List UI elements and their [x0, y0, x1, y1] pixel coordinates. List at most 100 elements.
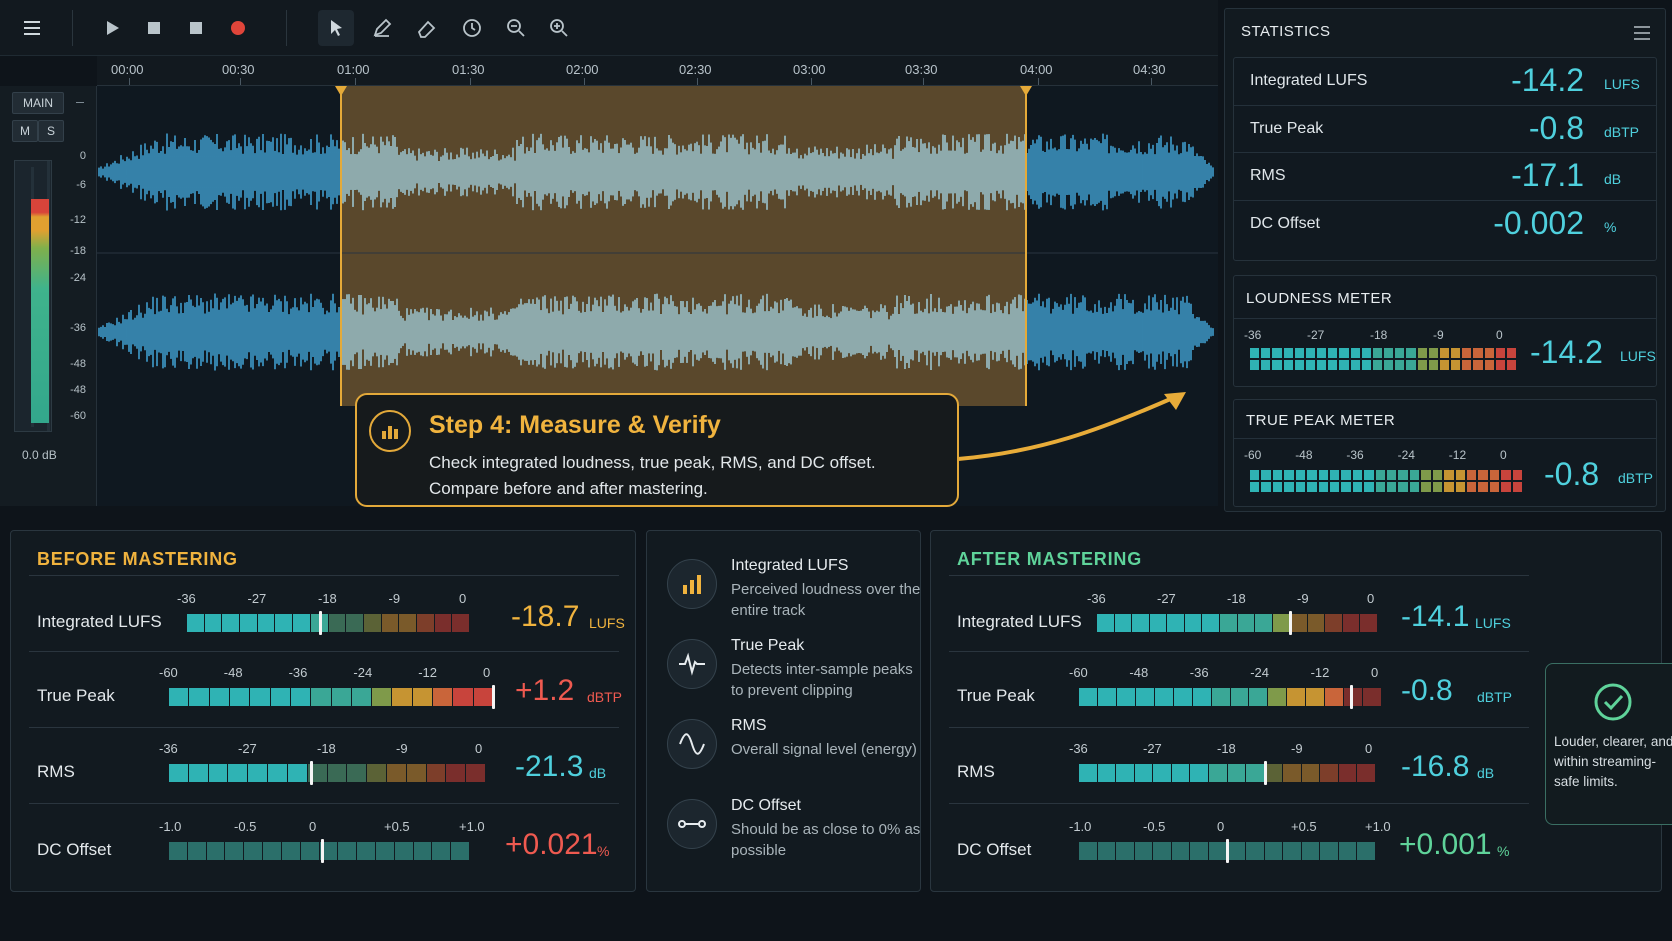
metric-bar: [187, 614, 469, 632]
timeline-tick-label: 01:30: [452, 62, 485, 77]
stat-row: Integrated LUFS -14.2 LUFS: [1234, 58, 1656, 106]
track-options-icon[interactable]: [76, 102, 84, 103]
legend-description: Detects inter-sample peaks to prevent cl…: [731, 661, 913, 699]
metric-scale-label: +0.5: [384, 819, 410, 834]
meter-segment: [1462, 348, 1472, 370]
metric-value: -0.8: [1401, 674, 1453, 707]
meter-segment: [1097, 842, 1116, 860]
metric-row: RMS -36 -27 -18 -9 0 -16.8 dB: [949, 727, 1529, 803]
meter-segment: [426, 764, 446, 782]
record-icon[interactable]: [220, 10, 256, 46]
stat-value: -0.002: [1493, 204, 1584, 241]
legend-title: DC Offset: [731, 797, 801, 814]
meter-segment: [1478, 470, 1488, 492]
metric-unit: LUFS: [1475, 615, 1511, 631]
meter-segment: [1250, 348, 1260, 370]
pointer-icon[interactable]: [318, 10, 354, 46]
meter-segment: [1246, 842, 1264, 860]
meter-segment: [453, 688, 473, 706]
legend-description: Perceived loudness over the entire track: [731, 581, 921, 619]
stop-icon[interactable]: [178, 10, 214, 46]
meter-segment: [169, 842, 187, 860]
stat-row: RMS -17.1 dB: [1234, 153, 1656, 201]
metric-scale-label: -18: [317, 741, 336, 756]
meter-segment: [1325, 614, 1342, 632]
metric-scale-label: -0.5: [1143, 819, 1166, 834]
metric-unit: dB: [589, 765, 607, 781]
timeline-tick: [584, 78, 585, 85]
meter-segment: [451, 842, 469, 860]
meter-segment: [1417, 348, 1427, 370]
stat-label: DC Offset: [1250, 214, 1320, 232]
meter-segment: [1079, 842, 1097, 860]
meter-segment: [1149, 614, 1167, 632]
meter-segment: [1134, 842, 1153, 860]
meter-segment: [204, 614, 222, 632]
meter-segment: [1264, 842, 1283, 860]
metric-scale-label: -36: [177, 591, 196, 606]
metric-scale-label: -18: [318, 591, 337, 606]
db-scale-label: -60: [70, 410, 86, 422]
metric-scale-label: -36: [1087, 591, 1106, 606]
timeline-ruler[interactable]: 00:00 00:30 01:00 01:30 02:00 02:30 03:00 03:30…: [97, 56, 1218, 86]
metric-row: Integrated LUFS -36 -27 -18 -9 0 -14.1 LUFS: [949, 575, 1529, 651]
meter-segment: [1154, 688, 1173, 706]
zoom-in-icon[interactable]: [541, 10, 577, 46]
stat-label: Integrated LUFS: [1250, 72, 1368, 89]
track-level-meter: [14, 160, 52, 432]
timeline-tick-label: 03:30: [905, 62, 938, 77]
meter-segment: [386, 764, 406, 782]
meter-segment: [1341, 470, 1351, 492]
metric-row: DC Offset -1.0 -0.5 0 +0.5 +1.0 +0.001%: [949, 803, 1529, 879]
meter-segment: [1097, 614, 1114, 632]
metric-label: True Peak: [957, 686, 1035, 705]
menu-icon[interactable]: [14, 10, 50, 46]
loudness-meter-title: LOUDNESS METER: [1246, 290, 1393, 307]
track-name[interactable]: MAIN: [12, 92, 64, 114]
timeline-tick-label: 04:30: [1133, 62, 1166, 77]
metric-marker: [1349, 685, 1353, 709]
eraser-icon[interactable]: [408, 10, 444, 46]
meter-segment: [169, 764, 188, 782]
meter-segment: [270, 688, 290, 706]
verdict-card: Louder, clearer, and within streaming-sa…: [1545, 663, 1672, 825]
meter-segment: [1320, 842, 1338, 860]
meter-segment: [1190, 764, 1208, 782]
meter-segment: [1344, 688, 1363, 706]
metric-row: True Peak -60 -48 -36 -24 -12 0 -0.8 dBTP: [949, 651, 1529, 727]
stop-icon[interactable]: [136, 10, 172, 46]
callout-line: Check integrated loudness, true peak, RM…: [429, 453, 876, 472]
zoom-out-icon[interactable]: [498, 10, 534, 46]
meter-segment: [1406, 348, 1416, 370]
offset-line-icon: [667, 799, 717, 849]
toolbar-divider: [72, 10, 73, 46]
timeline-tick: [240, 78, 241, 85]
metric-value: +0.001: [1399, 828, 1492, 861]
stat-unit: LUFS: [1604, 76, 1640, 92]
before-title: BEFORE MASTERING: [37, 549, 238, 569]
loudness-unit: LUFS: [1620, 348, 1656, 364]
meter-segment: [412, 688, 433, 706]
stat-row: DC Offset -0.002%: [1234, 201, 1656, 249]
solo-button[interactable]: S: [38, 120, 64, 142]
timeline-tick-label: 04:00: [1020, 62, 1053, 77]
pencil-icon[interactable]: [364, 10, 400, 46]
callout-line: Compare before and after mastering.: [429, 479, 708, 498]
meter-segment: [375, 842, 394, 860]
play-icon[interactable]: [94, 10, 130, 46]
meter-segment: [1171, 764, 1190, 782]
meter-segment: [1283, 348, 1293, 370]
meter-segment: [290, 688, 311, 706]
metric-scale-label: -9: [388, 591, 401, 606]
meter-segment: [399, 614, 416, 632]
meter-segment: [1307, 614, 1325, 632]
meter-segment: [1342, 614, 1360, 632]
mute-button[interactable]: M: [12, 120, 38, 142]
metric-bar: [169, 842, 469, 860]
meter-segment: [1184, 614, 1202, 632]
meter-segment: [1116, 688, 1135, 706]
clock-icon[interactable]: [454, 10, 490, 46]
panel-menu-icon[interactable]: [1633, 25, 1651, 46]
metric-marker: [321, 839, 324, 863]
meter-segment: [1305, 348, 1316, 370]
